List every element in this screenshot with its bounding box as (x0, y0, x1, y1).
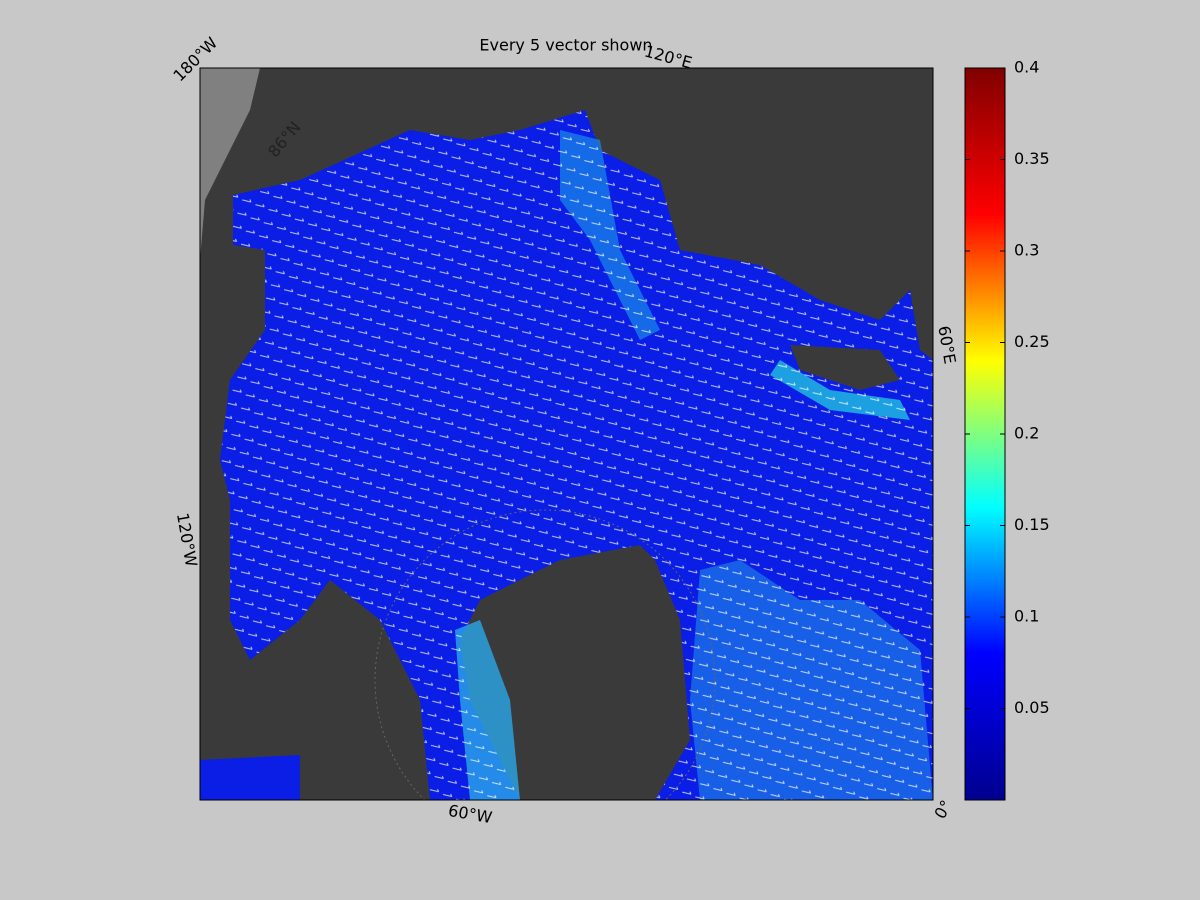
graticule-label: 120°W (173, 511, 201, 568)
graticule-label: 60°W (447, 801, 494, 827)
graticule-label: 60°E (934, 324, 959, 365)
title: Every 5 vector shown (479, 36, 652, 55)
plot-frame (199, 67, 934, 801)
island (790, 345, 900, 390)
colorbar-tick-label: 0.3 (1014, 241, 1039, 260)
colorbar-tick-label: 0.15 (1014, 515, 1050, 534)
colorbar-tick-label: 0.2 (1014, 424, 1039, 443)
colorbar-tick-label: 0.25 (1014, 332, 1050, 351)
map (200, 68, 933, 800)
ocean (200, 110, 933, 800)
colorbar-tick-label: 0.1 (1014, 607, 1039, 626)
colorbar-tick-label: 0.05 (1014, 698, 1050, 717)
graticule-label: 0° (930, 797, 956, 822)
graticule (374, 509, 716, 800)
colorbar-tick-label: 0.35 (1014, 149, 1050, 168)
colorbar-tick-label: 0.4 (1014, 58, 1039, 77)
outer-region (200, 68, 260, 260)
colorbar (964, 67, 1006, 801)
